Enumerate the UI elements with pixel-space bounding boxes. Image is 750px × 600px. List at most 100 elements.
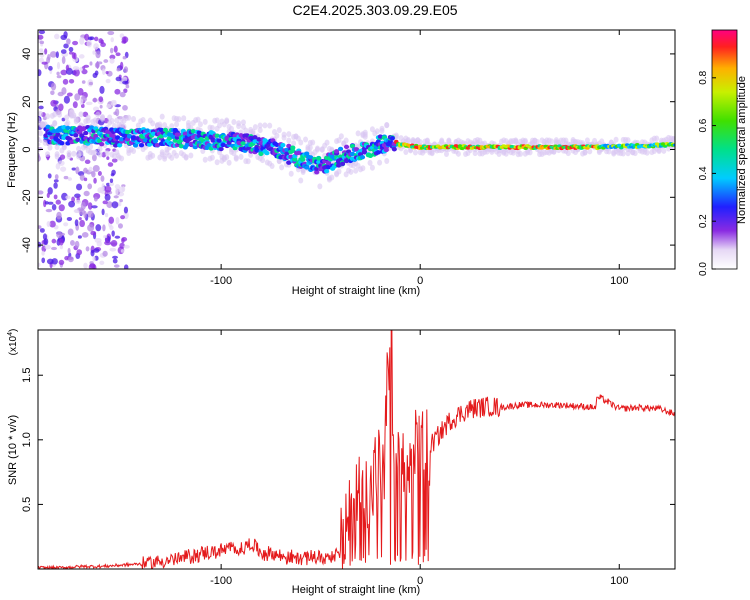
spectrogram-noise-blob — [75, 166, 80, 175]
spectrogram-noise-blob — [53, 182, 58, 189]
spectrogram-ridge-blob — [326, 164, 332, 170]
spectrogram-noise-blob — [104, 185, 112, 193]
spectrogram-halo-blob — [620, 150, 626, 157]
spectrogram-y-tick-label: -40 — [21, 237, 33, 253]
spectrogram-halo-blob — [565, 150, 571, 157]
spectrogram-noise-blob — [56, 231, 63, 239]
spectrogram-ridge-blob — [73, 133, 79, 138]
spectrogram-noise-blob — [104, 193, 111, 201]
spectrogram-noise-blob — [71, 51, 76, 59]
spectrogram-noise-blob — [38, 34, 44, 40]
spectrogram-noise-blob — [79, 67, 83, 72]
spectrogram-ridge-blob — [252, 135, 258, 140]
spectrogram-halo-blob — [405, 138, 411, 145]
spectrogram-noise-blob — [60, 166, 67, 172]
spectrogram-y-tick-label: 0 — [21, 146, 33, 152]
spectrogram-halo-blob — [353, 167, 359, 174]
spectrogram-ridge-blob — [359, 154, 366, 160]
spectrogram-noise-blob — [38, 105, 44, 110]
spectrogram-noise-blob — [106, 201, 113, 209]
spectrogram-halo-blob — [472, 150, 478, 157]
spectrogram-noise-blob — [39, 48, 44, 52]
spectrogram-noise-blob — [93, 36, 99, 42]
spectrogram-noise-blob — [76, 249, 83, 256]
spectrogram-noise-blob — [56, 71, 60, 76]
spectrogram-ridge-blob — [45, 124, 51, 130]
spectrogram-noise-blob — [83, 262, 88, 269]
spectrogram-noise-blob — [79, 54, 85, 59]
spectrogram-halo-blob — [307, 144, 313, 151]
spectrogram-noise-blob — [56, 211, 62, 220]
spectrogram-ridge-blob — [126, 133, 133, 139]
spectrogram-noise-blob — [58, 204, 65, 212]
spectrogram-halo-blob — [202, 156, 208, 163]
spectrogram-noise-blob — [112, 255, 119, 259]
spectrogram-noise-blob — [109, 178, 114, 183]
page-title: C2E4.2025.303.09.29.E05 — [292, 2, 458, 18]
spectrogram-ridge-blob — [339, 161, 346, 166]
spectrogram-ridge-blob — [192, 144, 198, 150]
spectrogram-ridge-blob — [274, 142, 280, 148]
spectrogram-noise-blob — [50, 99, 57, 107]
spectrogram-halo-blob — [92, 117, 98, 124]
spectrogram-halo-blob — [224, 154, 230, 161]
spectrogram-noise-blob — [105, 78, 111, 84]
spectrogram-noise-blob — [41, 257, 46, 264]
spectrogram-noise-blob — [63, 43, 69, 49]
spectrogram-noise-blob — [38, 241, 42, 248]
spectrogram-halo-blob — [269, 163, 275, 170]
snr-y-multiplier: (x104) — [7, 329, 19, 356]
spectrogram-noise-blob — [55, 51, 59, 59]
snr-y-axis-label: SNR (10 * v/v) — [7, 415, 19, 485]
spectrogram-noise-blob — [121, 40, 127, 44]
spectrogram-noise-blob — [114, 184, 121, 190]
spectrogram-halo-blob — [169, 154, 175, 161]
spectrogram-noise-blob — [44, 244, 51, 250]
spectrogram-noise-blob — [74, 209, 79, 213]
spectrogram-ridge-blob — [349, 151, 356, 157]
spectrogram-ridge-blob — [146, 142, 153, 147]
spectrogram-noise-blob — [60, 49, 67, 54]
spectrogram-x-tick-label: -100 — [210, 275, 232, 287]
spectrogram-ridge-blob — [75, 137, 81, 143]
spectrogram-halo-blob — [632, 150, 638, 157]
snr-y-multiplier-exponent: 4 — [7, 332, 14, 336]
colorbar-tick-label: 0.4 — [698, 166, 709, 180]
spectrogram-halo-blob — [317, 183, 323, 190]
spectrogram-noise-blob — [111, 230, 115, 237]
spectrogram-halo-blob — [233, 155, 239, 162]
spectrogram-halo-blob — [324, 139, 330, 146]
spectrogram-ridge-blob — [326, 160, 332, 166]
spectrogram-halo-blob — [159, 149, 165, 156]
spectrogram-ridge-blob — [244, 133, 250, 138]
spectrogram-noise-blob — [58, 259, 65, 266]
spectrogram-halo-blob — [162, 155, 168, 162]
spectrogram-noise-blob — [70, 239, 75, 246]
spectrogram-halo-blob — [336, 168, 342, 175]
spectrogram-halo-blob — [71, 150, 77, 157]
spectrogram-halo-blob — [518, 150, 524, 157]
spectrogram-ridge-blob — [278, 146, 284, 151]
spectrogram-ridge-blob — [280, 142, 286, 148]
spectrogram-halo-blob — [510, 149, 516, 156]
spectrogram-halo-blob — [95, 111, 101, 118]
spectrogram-noise-blob — [105, 71, 109, 75]
spectrogram-noise-blob — [92, 256, 96, 262]
snr-x-tick-label: 100 — [610, 575, 628, 587]
spectrogram-noise-blob — [61, 87, 67, 95]
snr-y-tick-label: 1.5 — [21, 368, 33, 383]
spectrogram-ridge-blob — [43, 133, 49, 138]
spectrogram-noise-blob — [95, 224, 102, 232]
spectrogram-noise-blob — [39, 40, 45, 45]
spectrogram-y-ticks: -40 -20 0 20 40 — [21, 48, 675, 253]
spectrogram-noise-blob — [103, 59, 109, 63]
spectrogram-noise-blob — [120, 249, 125, 253]
snr-panel: -100 0 100 0.5 1.0 1.5 Height of straight li… — [7, 329, 676, 596]
spectrogram-y-axis-label: Frequency (Hz) — [6, 112, 18, 188]
spectrogram-halo-blob — [443, 151, 449, 158]
spectrogram-noise-blob — [115, 52, 121, 57]
spectrogram-noise-blob — [102, 224, 106, 232]
spectrogram-noise-blob — [79, 219, 85, 228]
spectrogram-noise-blob — [117, 223, 123, 229]
spectrogram-noise-blob — [67, 256, 74, 263]
